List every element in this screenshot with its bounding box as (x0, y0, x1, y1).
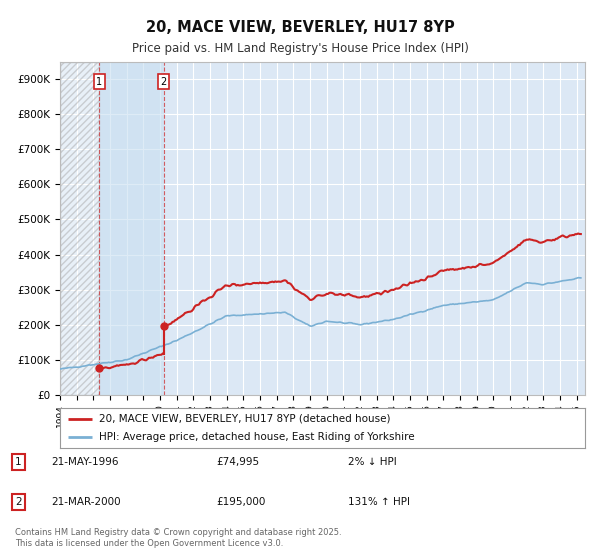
Text: £195,000: £195,000 (216, 497, 265, 507)
Bar (100, 62, 164, 395)
Text: HPI: Average price, detached house, East Riding of Yorkshire: HPI: Average price, detached house, East… (100, 432, 415, 442)
Text: 1: 1 (15, 457, 22, 467)
Text: 20, MACE VIEW, BEVERLEY, HU17 8YP (detached house): 20, MACE VIEW, BEVERLEY, HU17 8YP (detac… (100, 414, 391, 423)
Text: 131% ↑ HPI: 131% ↑ HPI (348, 497, 410, 507)
Text: £74,995: £74,995 (216, 457, 259, 467)
Text: 2: 2 (161, 77, 167, 87)
Text: 1: 1 (97, 77, 103, 87)
Text: 2: 2 (15, 497, 22, 507)
Bar (60, 62, 100, 395)
Bar (60, 62, 100, 395)
Text: 21-MAY-1996: 21-MAY-1996 (51, 457, 119, 467)
Text: Contains HM Land Registry data © Crown copyright and database right 2025.
This d: Contains HM Land Registry data © Crown c… (15, 528, 341, 548)
Text: 21-MAR-2000: 21-MAR-2000 (51, 497, 121, 507)
Text: Price paid vs. HM Land Registry's House Price Index (HPI): Price paid vs. HM Land Registry's House … (131, 42, 469, 55)
Text: 2% ↓ HPI: 2% ↓ HPI (348, 457, 397, 467)
Text: 20, MACE VIEW, BEVERLEY, HU17 8YP: 20, MACE VIEW, BEVERLEY, HU17 8YP (146, 20, 454, 35)
